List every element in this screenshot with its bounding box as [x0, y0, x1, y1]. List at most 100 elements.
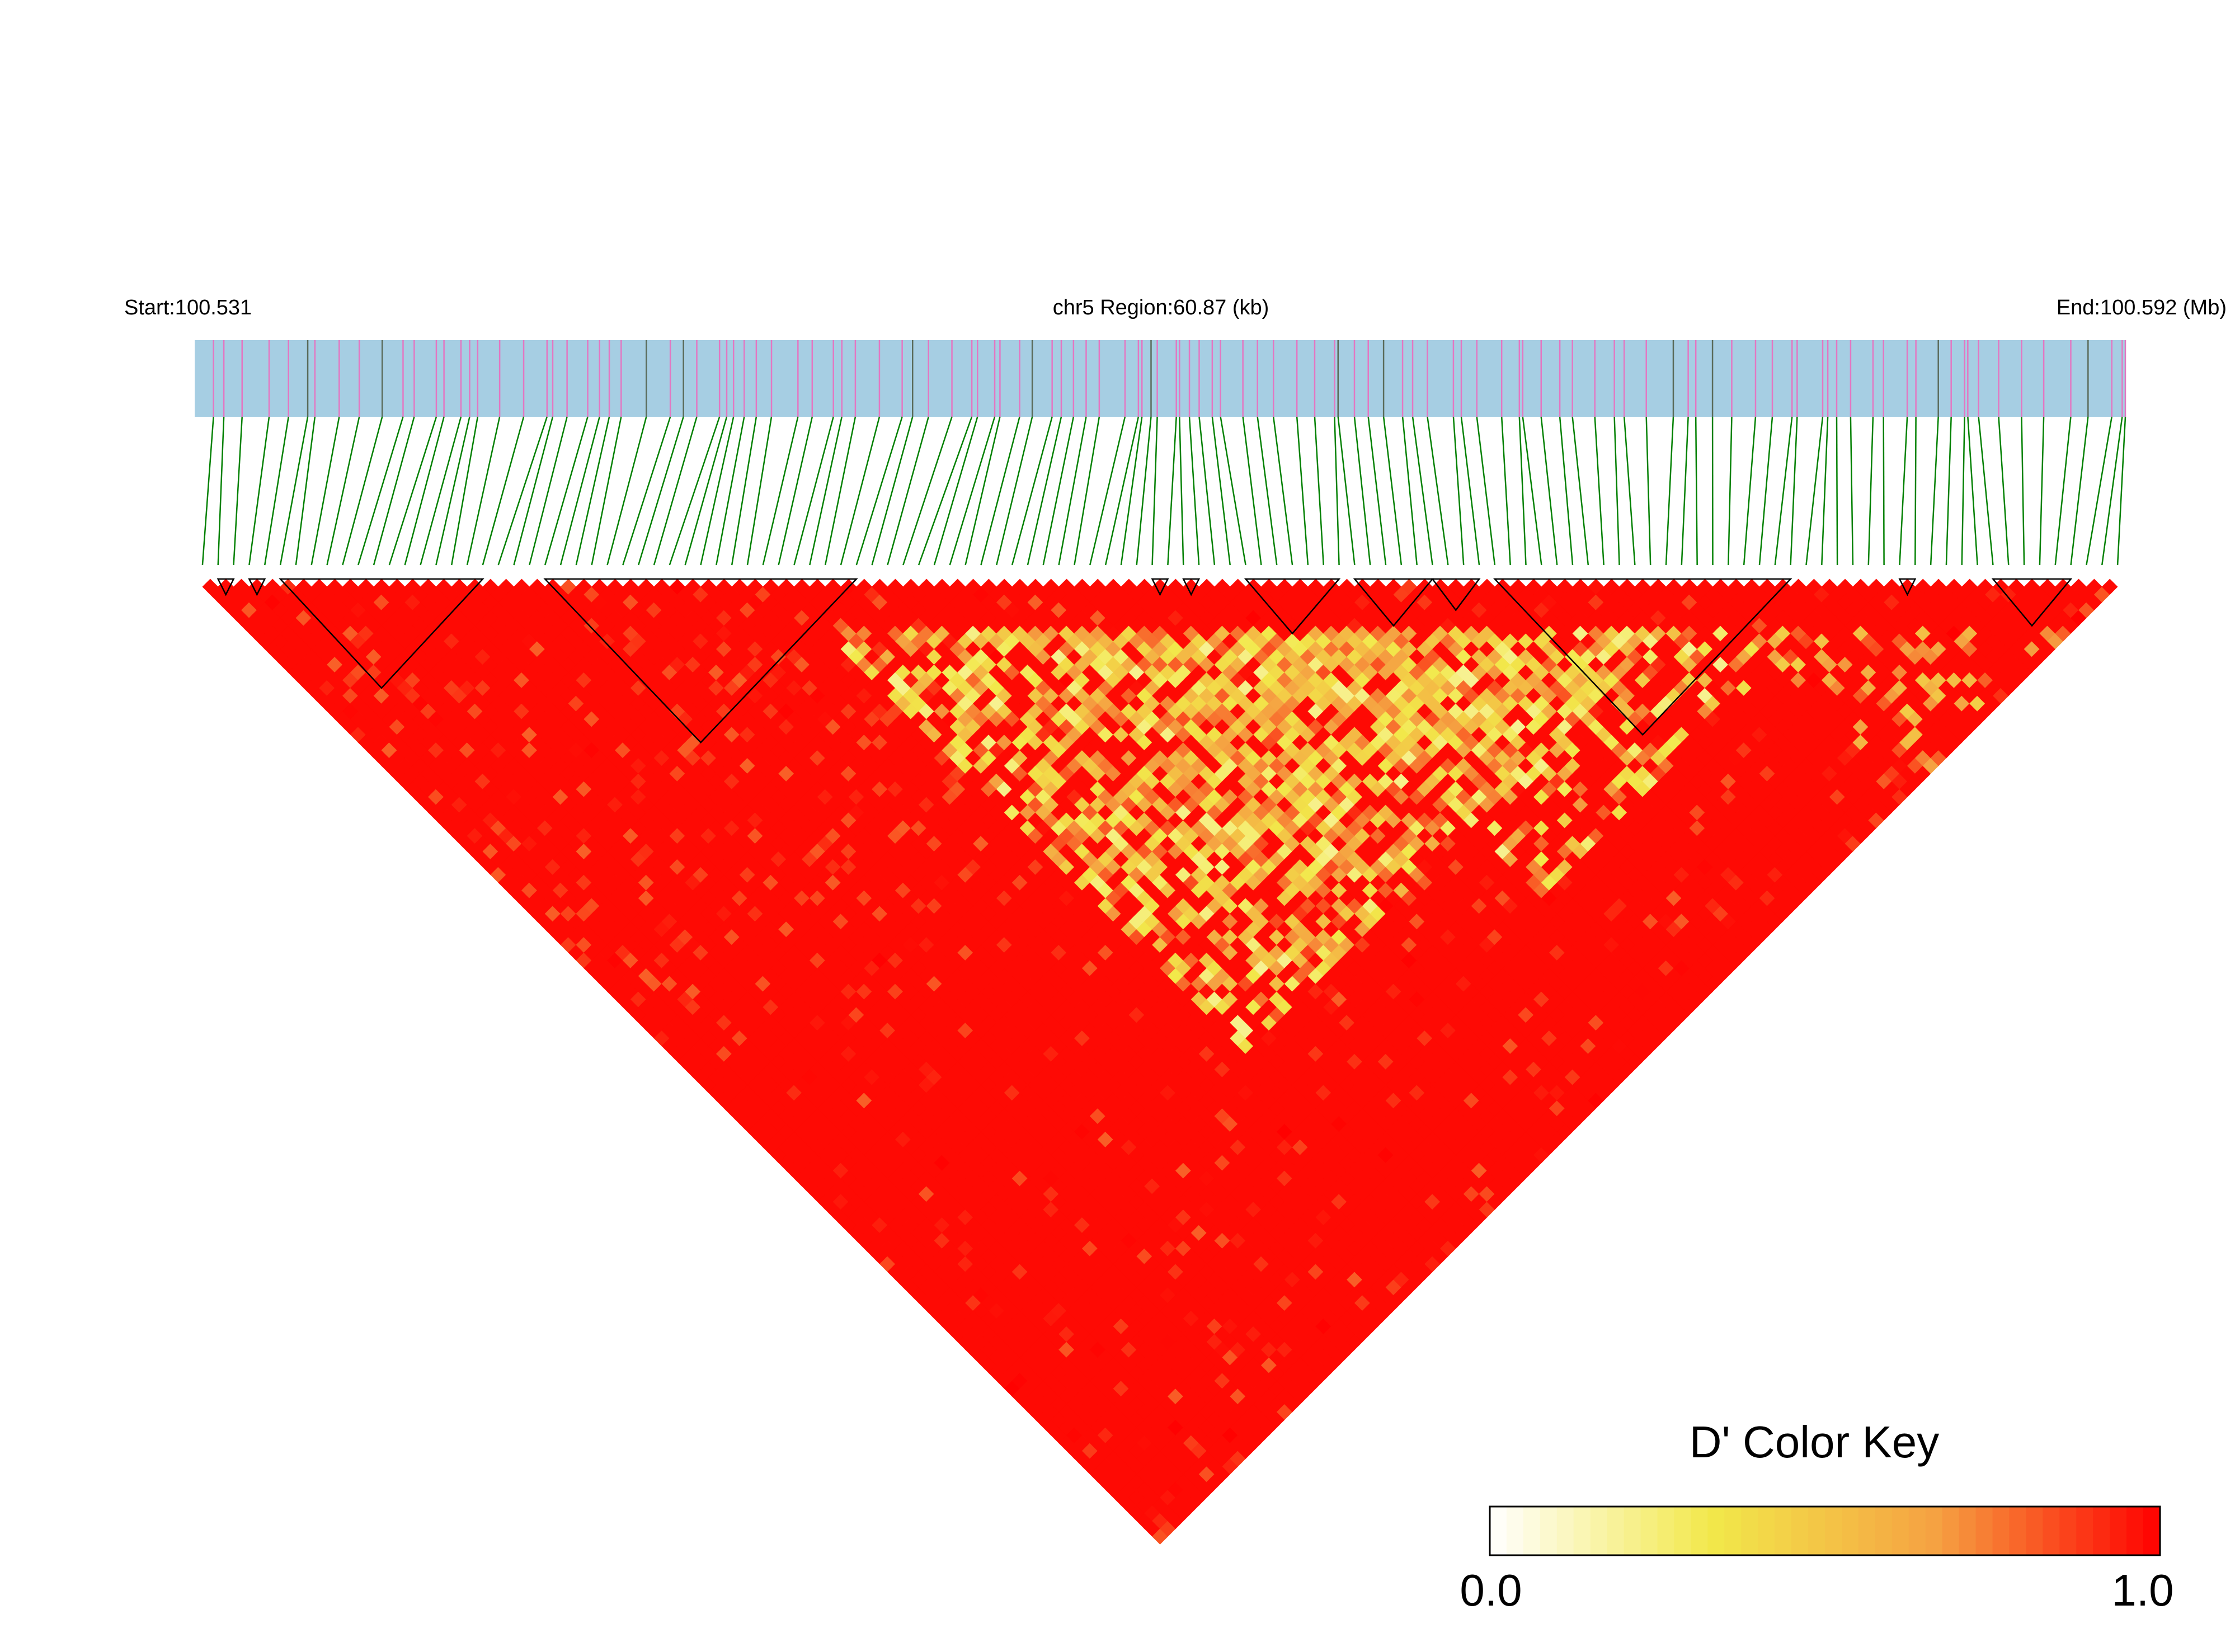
- snp-connector: [1945, 416, 1952, 566]
- snp-connector: [902, 416, 953, 566]
- snp-ticks: [213, 340, 2126, 417]
- snp-connector: [1427, 416, 1449, 566]
- snp-connector: [248, 416, 270, 566]
- snp-connector: [1257, 416, 1278, 566]
- snp-connector: [1367, 416, 1387, 566]
- snp-connector: [1623, 416, 1636, 566]
- snp-connector: [2039, 416, 2045, 566]
- snp-connector: [513, 416, 554, 566]
- snp-connector: [917, 416, 973, 566]
- snp-connector: [1353, 416, 1371, 566]
- snp-connector: [964, 416, 1001, 566]
- snp-connector: [373, 416, 415, 566]
- snp-connector: [357, 416, 404, 566]
- snp-connector: [310, 416, 340, 566]
- snp-connector: [420, 416, 462, 566]
- snp-connector: [840, 416, 881, 566]
- snp-connector: [1930, 416, 1939, 566]
- snp-connector: [591, 416, 622, 566]
- snp-connector: [233, 416, 243, 566]
- snp-connector: [1681, 416, 1689, 566]
- snp-connector: [996, 416, 1033, 566]
- snp-connector: [1805, 416, 1824, 566]
- snp-connector: [871, 416, 914, 566]
- region-end-label: End:100.592 (Mb): [2057, 296, 2227, 319]
- snp-connector: [1198, 416, 1216, 566]
- snp-connector: [1540, 416, 1558, 566]
- snp-connector: [2054, 416, 2072, 566]
- snp-connector: [1961, 416, 1965, 566]
- snp-connector: [949, 416, 996, 566]
- snp-connector: [1743, 416, 1757, 566]
- snp-connector: [295, 416, 316, 566]
- snp-connector: [887, 416, 929, 566]
- snp-connector: [1104, 416, 1140, 566]
- snp-connector: [1151, 416, 1158, 566]
- snp-connector: [1042, 416, 1075, 566]
- snp-connector: [326, 416, 360, 566]
- snp-connector: [731, 416, 757, 566]
- snp-connector: [342, 416, 383, 566]
- snp-connector: [1728, 416, 1733, 566]
- snp-connector: [637, 416, 684, 566]
- snp-connector: [529, 416, 568, 566]
- snp-connector: [544, 416, 589, 566]
- snp-connector: [1899, 416, 1908, 566]
- snp-connector: [435, 416, 470, 566]
- snp-connector: [559, 416, 600, 566]
- snp-connector: [1136, 416, 1152, 566]
- snp-connector: [933, 416, 978, 566]
- snp-connector: [1821, 416, 1829, 566]
- snp-connector: [1411, 416, 1433, 566]
- snp-connector: [2070, 416, 2089, 566]
- snp-connector: [684, 416, 728, 566]
- snp-connector: [1242, 416, 1262, 566]
- snp-connector: [1296, 416, 1309, 566]
- snp-connector: [809, 416, 843, 566]
- snp-connector: [1058, 416, 1087, 566]
- snp-connector: [824, 416, 857, 566]
- snp-connector: [2021, 416, 2025, 566]
- snp-connector: [1011, 416, 1053, 566]
- snp-connector: [1998, 416, 2010, 566]
- snp-connector: [404, 416, 445, 566]
- snp-connector: [1978, 416, 1994, 566]
- region-center-label: chr5 Region:60.87 (kb): [1053, 296, 1269, 319]
- snp-connector: [1120, 416, 1143, 566]
- snp-connector: [2086, 416, 2112, 566]
- snp-connector: [1774, 416, 1793, 566]
- snp-connector: [1967, 416, 1978, 566]
- snp-connector: [1613, 416, 1620, 566]
- snp-connector: [1571, 416, 1589, 566]
- snp-connector: [855, 416, 903, 566]
- snp-connector: [1273, 416, 1293, 566]
- snp-connector: [793, 416, 834, 566]
- snp-connector: [1594, 416, 1605, 566]
- snp-connector: [1867, 416, 1874, 566]
- snp-connector: [279, 416, 309, 566]
- snp-connector: [606, 416, 647, 566]
- snp-connector: [2116, 416, 2126, 566]
- snp-connector: [716, 416, 745, 566]
- snp-connector-lines: [201, 416, 2126, 566]
- snp-connector: [1476, 416, 1496, 566]
- snp-connector: [1167, 416, 1177, 566]
- snp-connector: [1460, 416, 1480, 566]
- snp-connector: [653, 416, 698, 566]
- snp-connector: [450, 416, 479, 566]
- snp-connector: [746, 416, 773, 566]
- snp-connector: [778, 416, 813, 566]
- snp-connector: [1500, 416, 1511, 566]
- snp-connector: [575, 416, 610, 566]
- snp-connector: [1188, 416, 1200, 566]
- snp-connector: [264, 416, 289, 566]
- snp-connector: [1522, 416, 1542, 566]
- snp-connector: [1695, 416, 1698, 566]
- snp-connector: [622, 416, 671, 566]
- snp-connector: [1074, 416, 1100, 566]
- snp-connector: [497, 416, 548, 566]
- snp-connector: [201, 416, 214, 566]
- snp-connector: [2101, 416, 2123, 566]
- snp-connector: [700, 416, 735, 566]
